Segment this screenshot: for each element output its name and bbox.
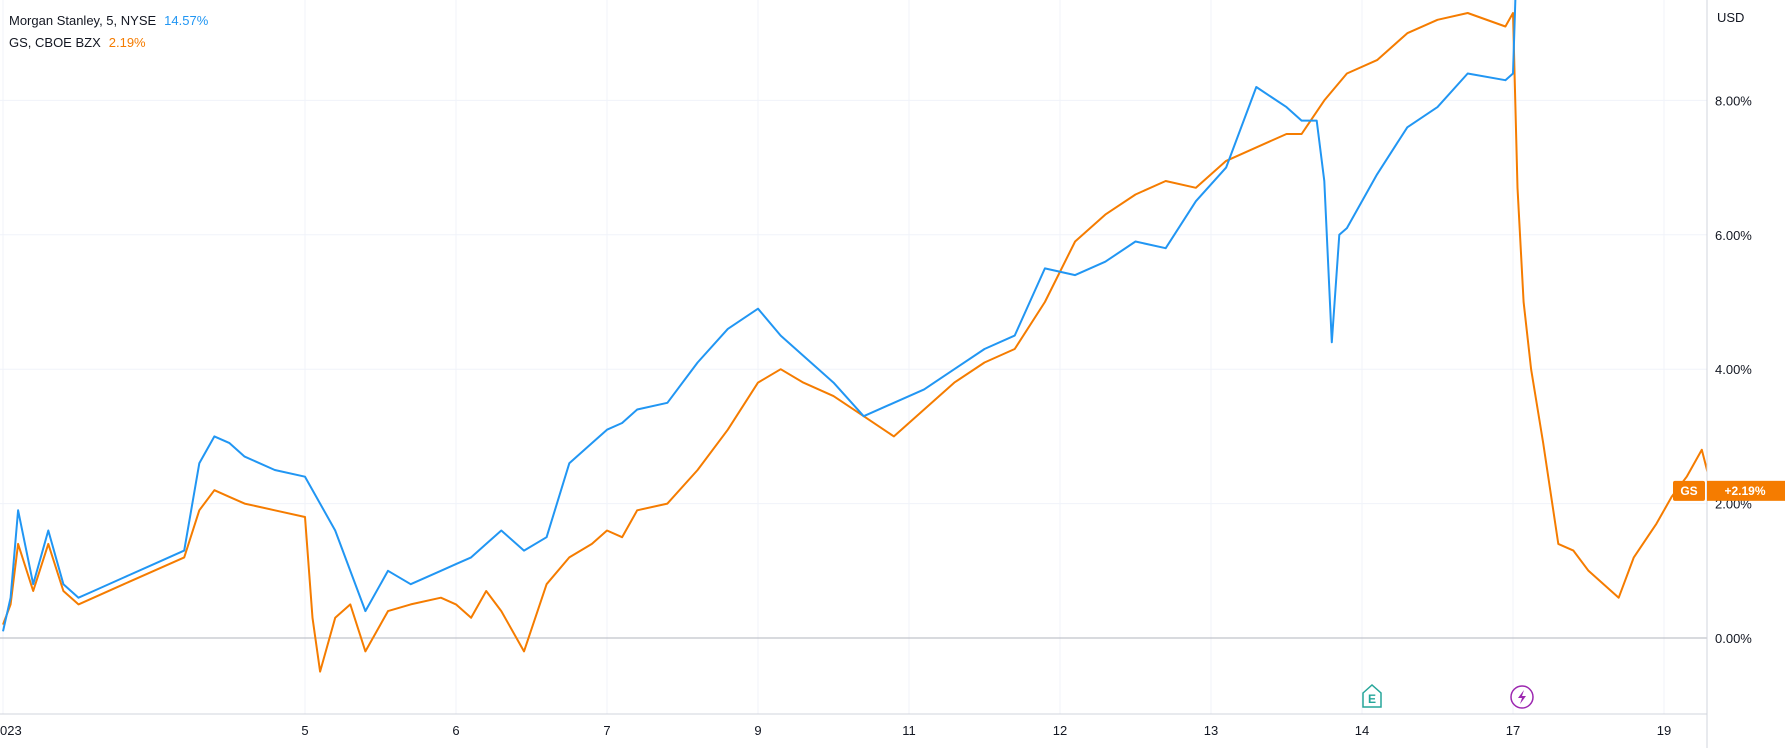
price-tick-label: 0.00% xyxy=(1715,631,1752,646)
time-tick-label: 11 xyxy=(902,723,916,738)
legend-row-ms[interactable]: Morgan Stanley, 5, NYSE 14.57% xyxy=(9,10,208,32)
tag-symbol-box xyxy=(1673,480,1705,501)
tag-symbol: GS xyxy=(1680,484,1697,498)
time-tick-label: 9 xyxy=(754,723,761,738)
time-tick-label: 7 xyxy=(603,723,610,738)
last-value-tag-gs: GS +2.19% xyxy=(1673,480,1785,501)
price-tick-label: 6.00% xyxy=(1715,228,1752,243)
time-tick-label: 5 xyxy=(301,723,308,738)
time-tick-label: 13 xyxy=(1204,723,1218,738)
legend-ms-symbol: Morgan Stanley, 5, NYSE xyxy=(9,13,157,28)
time-axis[interactable]: 023 5 6 7 9 11 12 13 14 17 19 xyxy=(0,723,1671,738)
price-tick-label: 8.00% xyxy=(1715,93,1752,108)
lightning-bolt-shape xyxy=(1518,690,1526,704)
time-tick-label: 023 xyxy=(0,723,22,738)
last-value-tags: MS+14.57%GS+2.19% xyxy=(1673,480,1785,501)
time-tick-label: 17 xyxy=(1506,723,1520,738)
earnings-icon[interactable]: E xyxy=(1362,683,1382,708)
legend-ms-value: 14.57% xyxy=(164,13,209,28)
ms-series-line[interactable] xyxy=(2,0,1712,632)
currency-label: USD xyxy=(1717,10,1744,25)
time-tick-label: 19 xyxy=(1657,723,1671,738)
tag-value-box xyxy=(1707,480,1785,501)
time-tick-label: 6 xyxy=(452,723,459,738)
grid-lines xyxy=(0,0,1707,714)
gs-series-line[interactable] xyxy=(2,12,1714,673)
price-axis-background xyxy=(1707,0,1785,748)
earnings-marker-label: E xyxy=(1368,692,1376,706)
lightning-icon[interactable] xyxy=(1510,685,1534,709)
legend-gs-value: 2.19% xyxy=(108,35,146,50)
price-tick-label: 4.00% xyxy=(1715,362,1752,377)
chart-legend: Morgan Stanley, 5, NYSE 14.57% GS, CBOE B… xyxy=(9,10,208,54)
tag-value: +2.19% xyxy=(1724,484,1765,498)
legend-gs-symbol: GS, CBOE BZX xyxy=(9,35,101,50)
time-tick-label: 12 xyxy=(1053,723,1067,738)
time-tick-label: 14 xyxy=(1355,723,1369,738)
earnings-marker-shape xyxy=(1362,683,1382,708)
series-layer xyxy=(2,0,1714,673)
legend-row-gs[interactable]: GS, CBOE BZX 2.19% xyxy=(9,32,208,54)
